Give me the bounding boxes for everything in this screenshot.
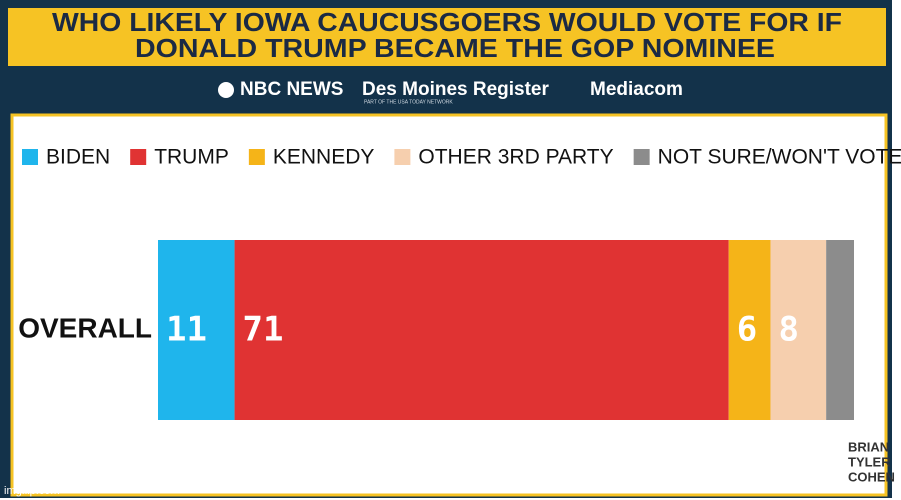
bar-segment [826,240,854,420]
logo-text: NBC NEWS [240,79,343,100]
bar-segment [728,240,771,420]
data-label: 6 [737,310,757,350]
bar-segment [770,240,827,420]
logo-icon [218,82,234,98]
bar-segment [158,240,235,420]
title-band [8,8,886,66]
data-label: 8 [778,310,798,350]
watermark: COHEN [848,469,895,484]
bar-segment [234,240,729,420]
logo-text: Des Moines Register [362,79,549,100]
watermark: BRIAN [848,439,889,454]
chart-title: WHO LIKELY IOWA CAUCUSGOERS WOULD VOTE F… [52,7,842,37]
legend-swatch [130,149,147,165]
legend-label: KENNEDY [273,146,375,169]
legend-swatch [633,149,650,165]
logo-text: Mediacom [590,79,683,100]
legend-label: NOT SURE/WON'T VOTE [658,146,901,169]
legend-swatch [394,149,411,165]
data-label: 71 [243,310,284,350]
logo-subtext: PART OF THE USA TODAY NETWORK [364,99,453,105]
site-mark: imgflip.com [4,485,60,497]
legend-swatch [248,149,265,165]
legend-label: OTHER 3RD PARTY [418,146,613,169]
watermark: TYLER [848,454,891,469]
data-label: 11 [166,310,207,350]
legend-swatch [22,149,38,165]
chart-title: DONALD TRUMP BECAME THE GOP NOMINEE [135,33,775,63]
legend-label: TRUMP [154,146,229,169]
legend-label: BIDEN [46,146,110,169]
category-label: OVERALL [18,312,152,343]
